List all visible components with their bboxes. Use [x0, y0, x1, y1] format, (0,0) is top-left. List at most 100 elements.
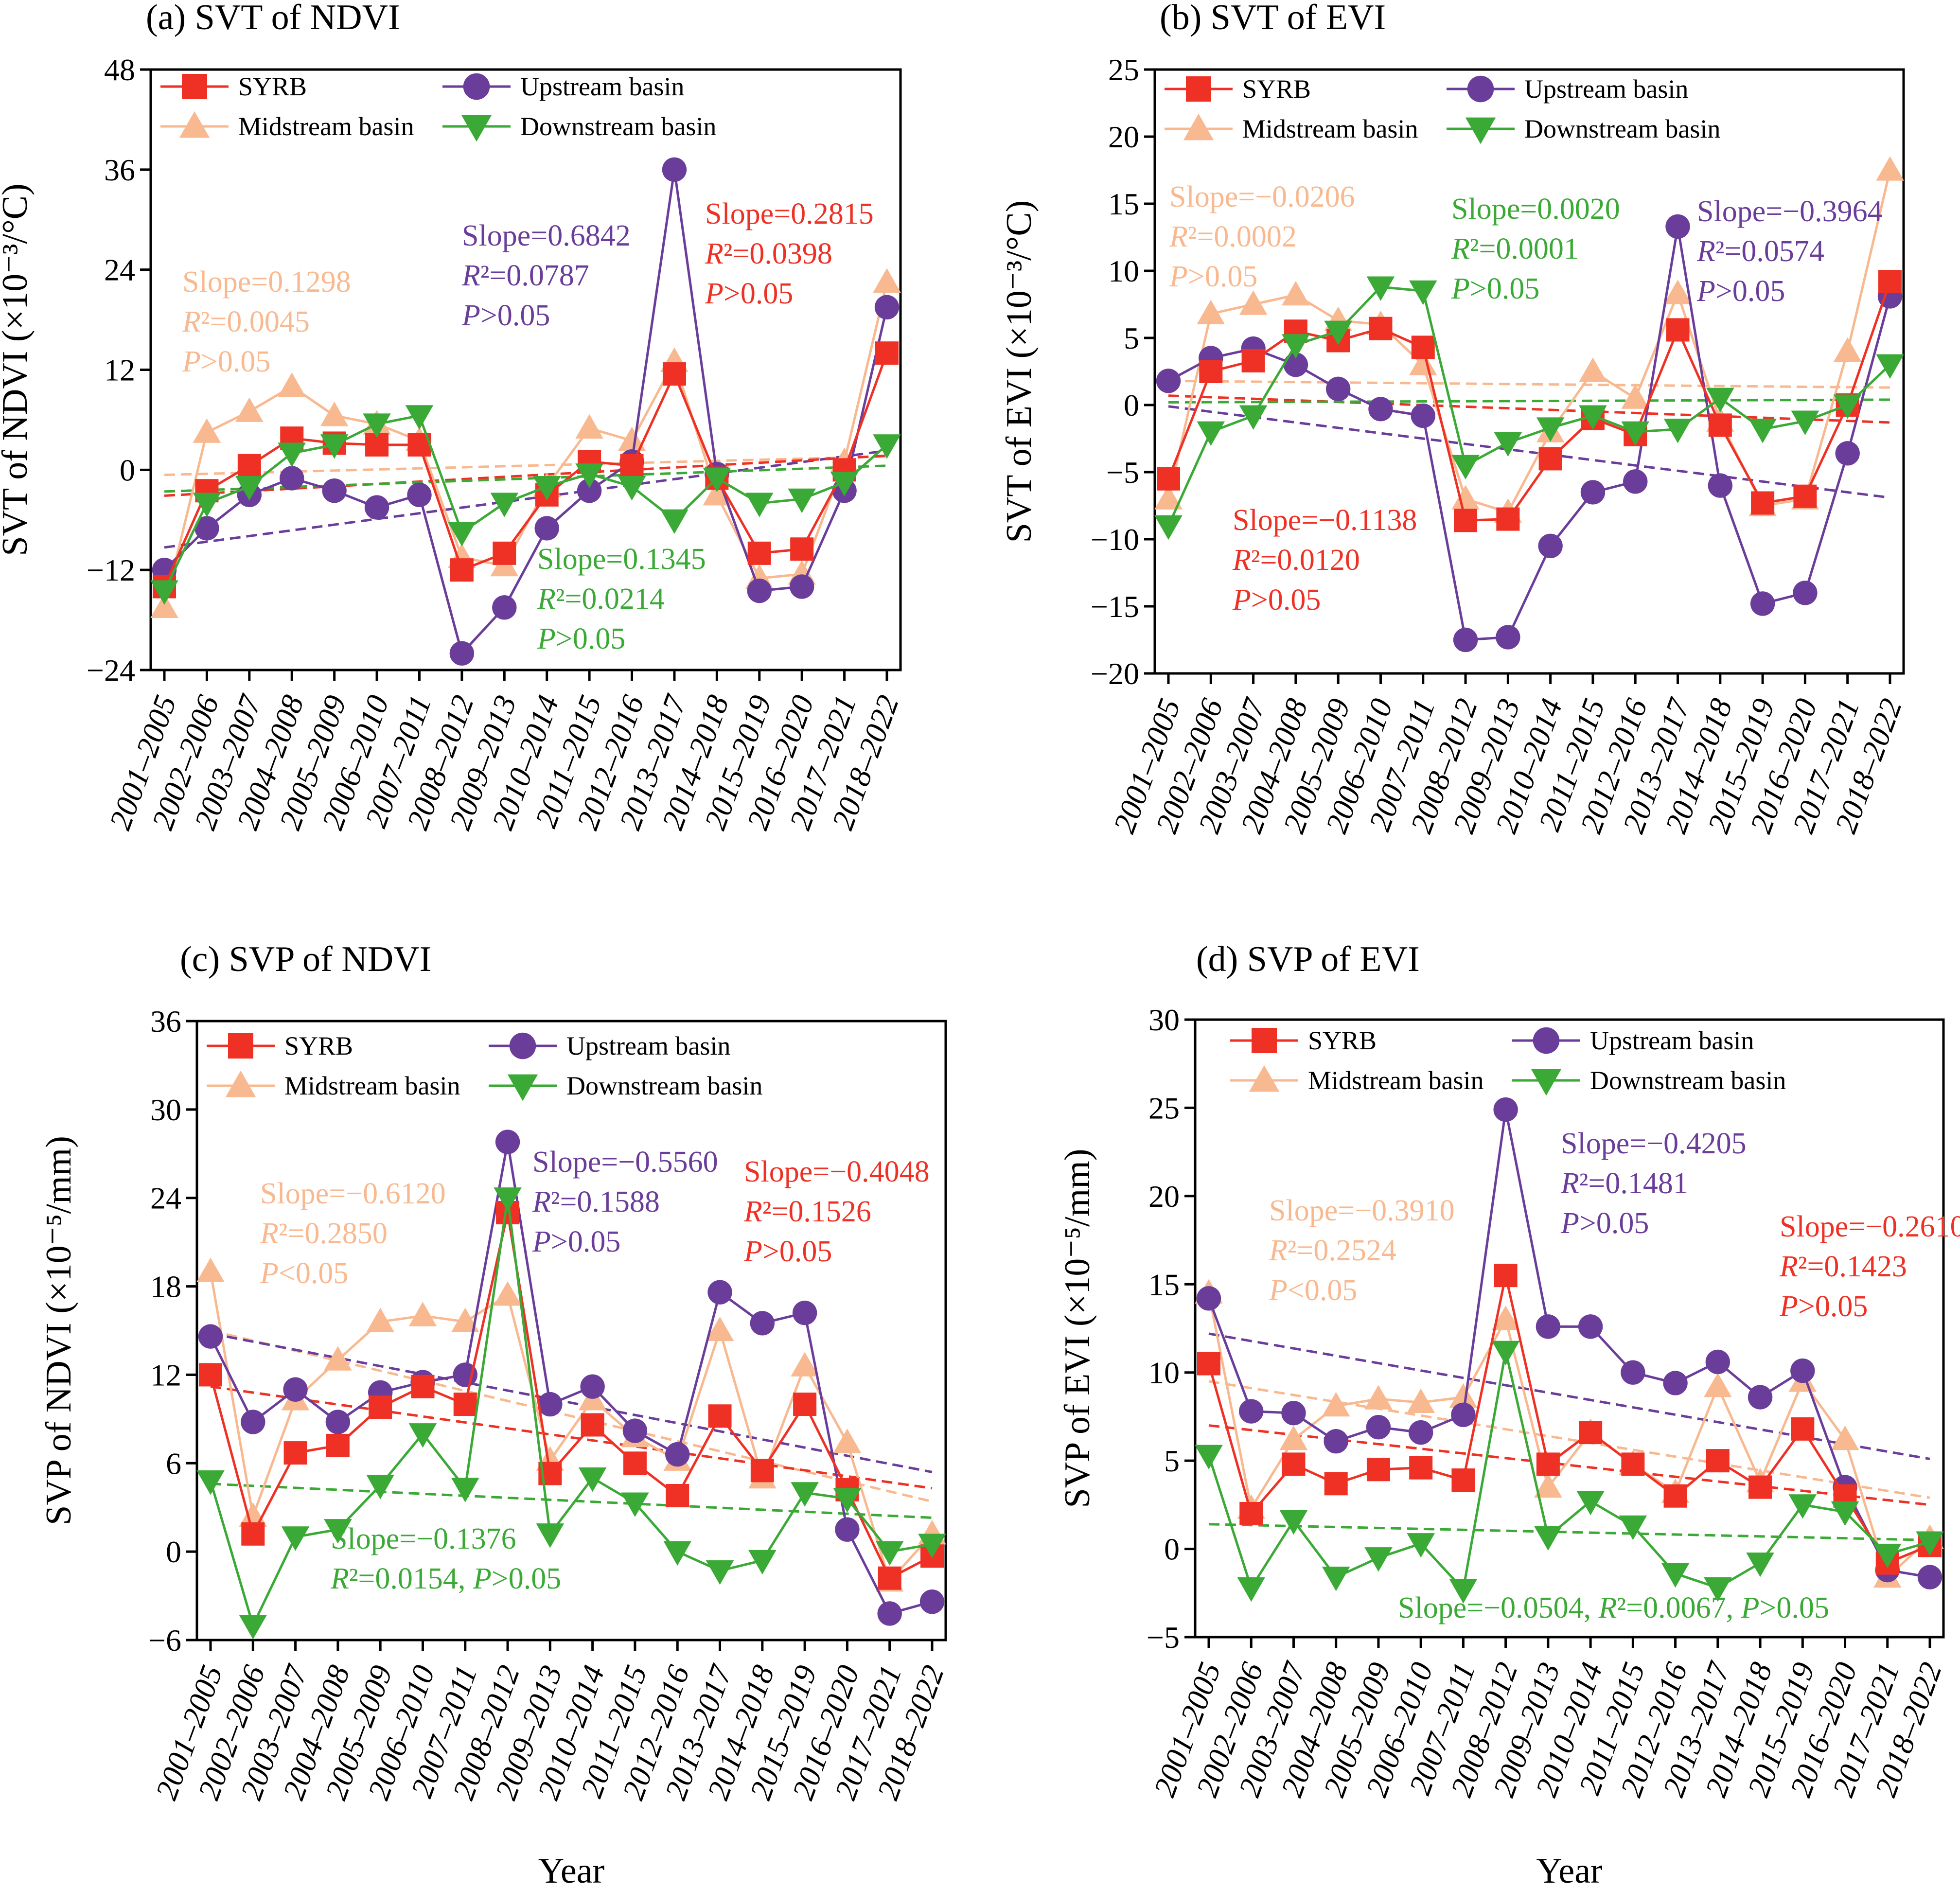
data-point	[1239, 1399, 1264, 1424]
series-downstream-basin	[1154, 276, 1904, 540]
y-tick-label: 5	[1124, 321, 1139, 355]
x-axis-label: Year	[1536, 1851, 1602, 1889]
y-tick-label: 20	[1108, 120, 1139, 154]
data-point	[1873, 1543, 1902, 1569]
panel-title: (c) SVP of NDVI	[180, 939, 431, 979]
data-point	[835, 1517, 860, 1542]
data-point	[369, 1395, 392, 1419]
data-point	[873, 434, 901, 459]
data-point	[875, 341, 899, 365]
y-tick-label: 25	[1148, 1091, 1180, 1125]
data-point	[1750, 591, 1775, 616]
series-syrb	[1197, 1264, 1942, 1575]
data-point	[325, 1410, 351, 1434]
data-point	[1704, 1577, 1732, 1602]
data-point	[534, 516, 559, 541]
series-line-midstream-basin	[209, 1271, 933, 1584]
data-point	[280, 466, 304, 491]
legend-marker	[461, 115, 492, 142]
data-point	[1917, 1565, 1942, 1589]
data-point	[366, 1475, 394, 1500]
data-point	[1407, 1533, 1435, 1558]
data-point	[748, 1550, 777, 1575]
annotation-text: Slope=−0.1138	[1233, 504, 1417, 537]
y-tick-label: 48	[104, 53, 135, 87]
data-point	[707, 1280, 732, 1305]
legend-marker	[1465, 117, 1496, 144]
data-point	[1237, 1577, 1266, 1602]
chart-panel-b: (b) SVT of EVI−20−15−10−505101520252001–…	[999, 0, 1908, 837]
annotation-text: Slope=−0.6120	[260, 1177, 446, 1210]
annotation-text: R²=0.0001	[1451, 232, 1579, 265]
trend-line-upstream-basin	[210, 1332, 933, 1473]
data-point	[448, 522, 476, 547]
data-point	[577, 478, 602, 503]
plot-frame	[1153, 68, 1905, 675]
data-point	[703, 467, 731, 493]
annotation-text: P<0.05	[1269, 1274, 1357, 1307]
annotation-text: R²=0.1423	[1779, 1250, 1907, 1283]
y-axis-label: SVP of EVI (×10⁻⁵/mm)	[1058, 1149, 1097, 1508]
data-point	[1364, 1547, 1393, 1572]
y-tick-label: 30	[150, 1093, 181, 1127]
annotation-text: Slope=0.1298	[182, 265, 351, 299]
data-point	[1366, 1415, 1391, 1440]
y-tick-label: 30	[1148, 1003, 1180, 1037]
data-point	[322, 478, 347, 503]
data-point	[1751, 491, 1775, 515]
legend-marker	[1533, 1027, 1560, 1054]
data-point	[874, 295, 900, 320]
trend-line-downstream-basin	[1168, 398, 1890, 404]
annotation-text: Slope=−0.5560	[532, 1146, 718, 1179]
annotation-text: Slope=−0.4205	[1561, 1127, 1747, 1160]
data-point	[1493, 1097, 1518, 1122]
annotation-text: P>0.05	[1232, 583, 1321, 617]
data-point	[196, 1470, 225, 1495]
data-point	[1281, 1400, 1306, 1426]
data-point	[1579, 405, 1607, 430]
data-point	[618, 426, 646, 451]
data-point	[1876, 354, 1904, 379]
data-point	[1156, 369, 1181, 393]
data-point	[1283, 353, 1308, 377]
data-point	[1621, 1360, 1645, 1385]
data-point	[745, 493, 774, 517]
data-point	[1411, 335, 1435, 359]
legend-label: SYRB	[238, 72, 307, 101]
trend-line-syrb	[210, 1385, 933, 1490]
annotation-text: P>0.05	[537, 622, 625, 655]
annotation-text: R²=0.0787	[461, 259, 589, 292]
data-point	[830, 472, 859, 496]
data-point	[1536, 1452, 1560, 1476]
data-point	[1496, 625, 1520, 650]
legend-marker	[182, 74, 207, 99]
data-point	[494, 1187, 522, 1212]
data-point	[1706, 388, 1734, 412]
y-tick-label: 15	[1108, 187, 1139, 221]
trend-line-syrb	[1208, 1424, 1930, 1506]
data-point	[1536, 417, 1565, 442]
data-point	[1538, 533, 1563, 559]
legend-marker	[1467, 75, 1494, 103]
series-line-midstream-basin	[1207, 1292, 1931, 1580]
data-point	[405, 405, 434, 430]
series-downstream-basin	[150, 405, 901, 605]
panel-title: (a) SVT of NDVI	[146, 0, 400, 37]
data-point	[1580, 480, 1606, 505]
data-point	[538, 1392, 563, 1417]
data-point	[791, 1482, 819, 1507]
legend: SYRB Upstream basin Midstream basin Downstr…	[207, 1031, 762, 1101]
data-point	[1534, 1473, 1562, 1498]
data-point	[621, 1492, 649, 1517]
data-point	[1453, 627, 1478, 653]
data-point	[450, 558, 474, 582]
legend-label: Upstream basin	[1524, 74, 1688, 104]
annotation-text: Slope=−0.0504, R²=0.0067, P>0.05	[1398, 1591, 1829, 1624]
data-point	[1491, 1341, 1520, 1365]
annotation-text: P>0.05	[705, 277, 793, 310]
trend-line-upstream-basin	[164, 449, 887, 549]
data-point	[1369, 317, 1393, 340]
legend-label: Upstream basin	[1590, 1026, 1754, 1055]
data-point	[453, 1393, 477, 1416]
annotation-text: Slope=−0.1376	[331, 1522, 516, 1555]
